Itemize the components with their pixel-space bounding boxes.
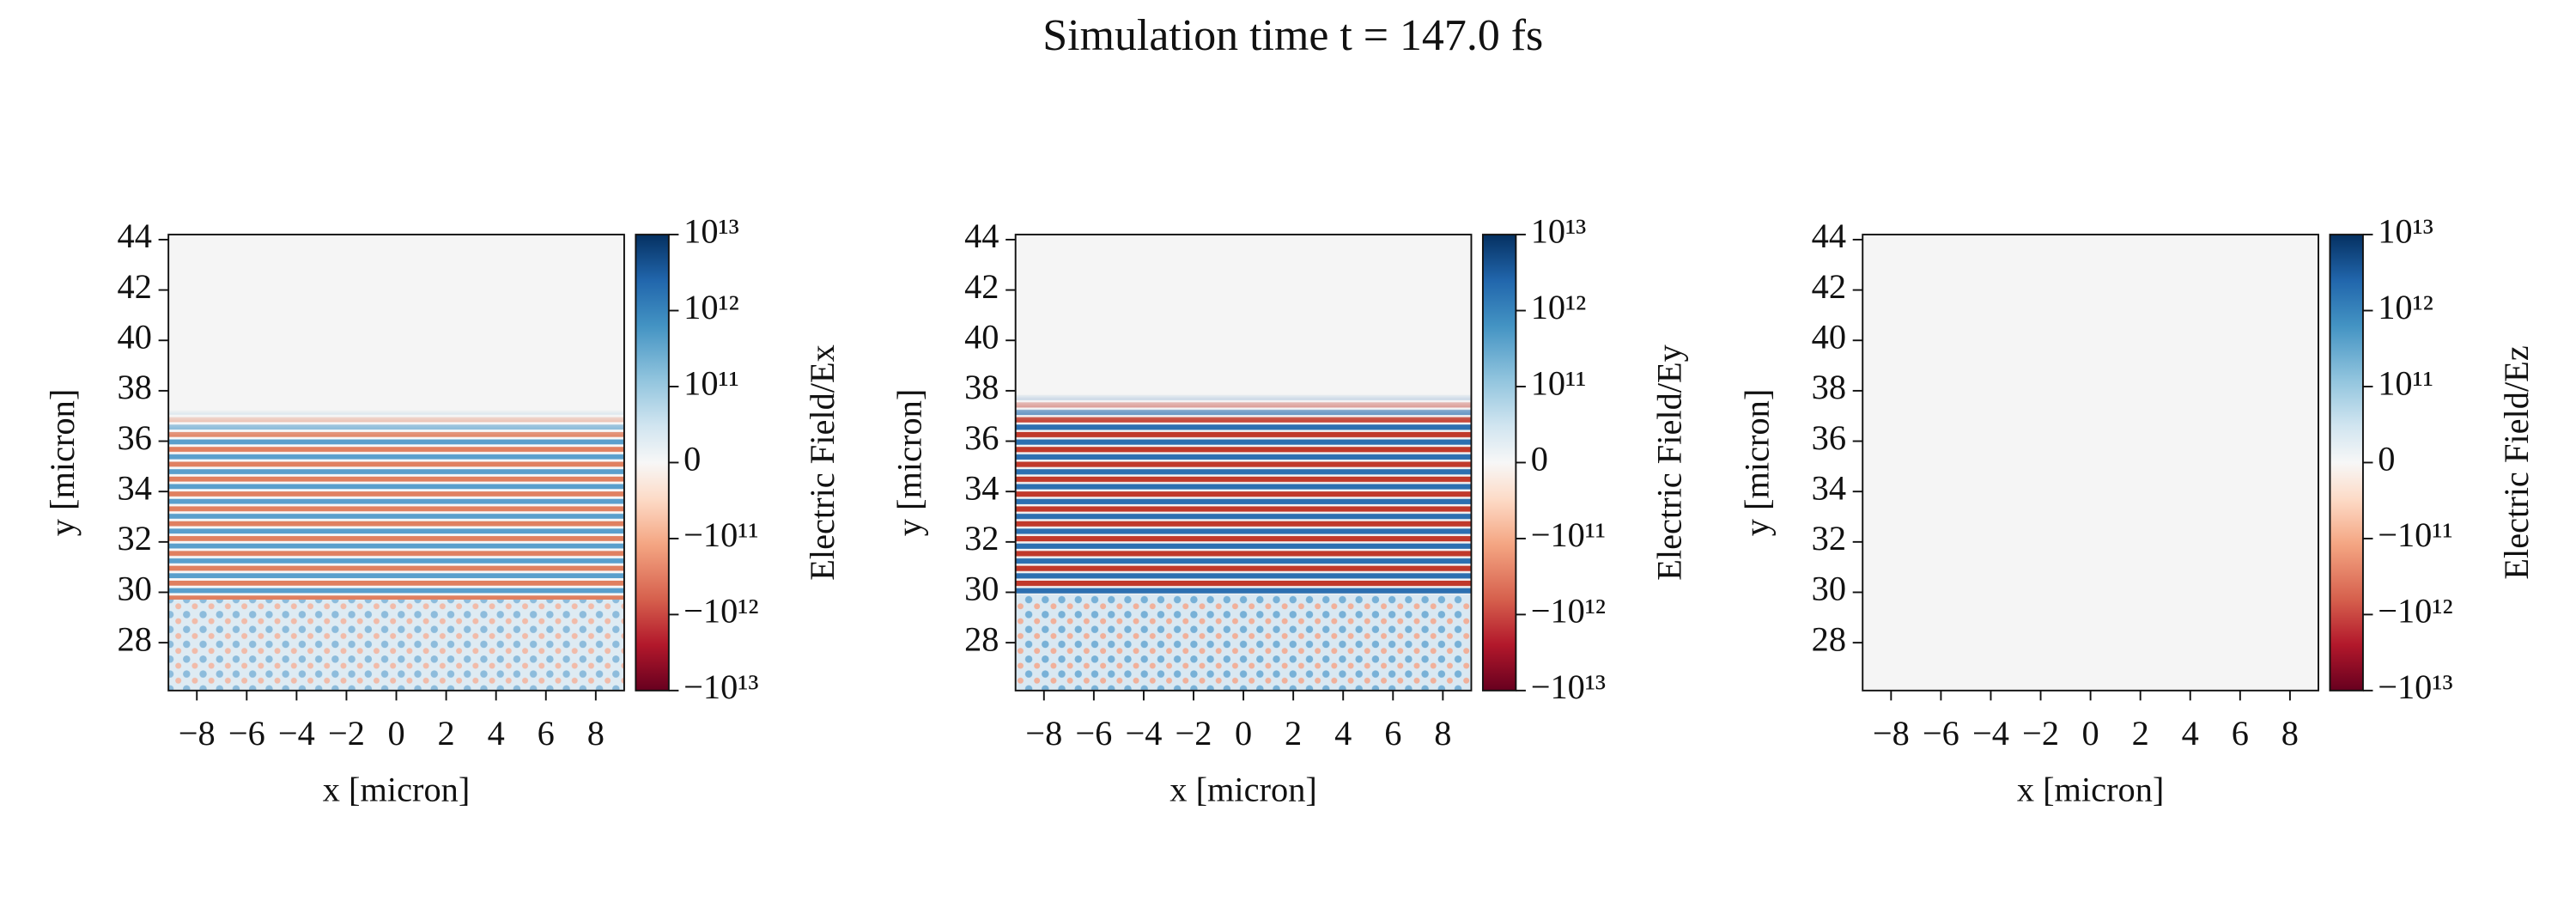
y-tick-label: 28 — [964, 619, 999, 658]
y-tick-label: 40 — [964, 318, 999, 357]
colorbar-tick-label: 10¹³ — [1531, 211, 1587, 250]
x-tick-label: 8 — [2281, 714, 2299, 753]
x-axis-label: x [micron] — [1170, 770, 1317, 808]
x-tick-label: −8 — [179, 714, 216, 753]
x-tick-label: 0 — [2082, 714, 2099, 753]
heatmap-texture — [168, 598, 624, 691]
x-tick-label: −8 — [1025, 714, 1062, 753]
colorbar — [635, 234, 670, 692]
x-tick-label: 0 — [387, 714, 404, 753]
colorbar-tick-label: −10¹¹ — [1531, 515, 1606, 554]
x-tick-label: −8 — [1873, 714, 1910, 753]
y-tick-label: 40 — [1812, 318, 1846, 357]
colorbar-tick-label: 10¹¹ — [2378, 363, 2433, 402]
colorbar-tick-label: 0 — [2378, 440, 2395, 478]
colorbar-tick-label: −10¹¹ — [2378, 515, 2452, 554]
x-tick-label: −4 — [1125, 714, 1162, 753]
x-tick-label: 4 — [488, 714, 505, 753]
colorbar-tick-label: 10¹³ — [683, 211, 739, 250]
heatmap-texture — [1015, 591, 1472, 691]
x-tick-label: −6 — [1923, 714, 1959, 753]
y-tick-label: 34 — [118, 468, 152, 507]
x-tick-label: −2 — [2022, 714, 2059, 753]
colorbar-tick-label: −10¹² — [683, 592, 758, 631]
y-tick-label: 28 — [1812, 619, 1846, 658]
y-tick-label: 32 — [964, 519, 999, 558]
x-tick-label: 8 — [587, 714, 605, 753]
y-axis-label: y [micron] — [890, 389, 929, 537]
colorbar-tick-label: −10¹² — [2378, 592, 2452, 631]
y-tick-label: 42 — [964, 267, 999, 306]
x-tick-label: 2 — [1285, 714, 1302, 753]
colorbar-tick-label: 10¹² — [2378, 288, 2433, 326]
x-tick-label: 4 — [1334, 714, 1352, 753]
y-tick-label: 28 — [118, 619, 152, 658]
x-tick-label: −6 — [1075, 714, 1112, 753]
y-tick-label: 44 — [118, 216, 152, 255]
colorbar-tick-label: 0 — [1531, 440, 1548, 478]
y-tick-label: 34 — [1812, 468, 1846, 507]
y-tick-label: 36 — [964, 418, 999, 457]
y-tick-label: 44 — [964, 216, 999, 255]
y-tick-label: 36 — [118, 418, 152, 457]
figure-title: Simulation time t = 147.0 fs — [1042, 11, 1543, 60]
colorbar-tick-label: −10¹³ — [2378, 667, 2452, 706]
x-tick-label: −6 — [228, 714, 265, 753]
x-tick-label: 6 — [538, 714, 555, 753]
colorbar-tick-label: −10¹² — [1531, 592, 1606, 631]
heatmap-background — [1862, 235, 2318, 691]
x-axis-label: x [micron] — [2017, 770, 2165, 808]
colorbar-label: Electric Field/Ex — [803, 344, 841, 581]
y-tick-label: 32 — [118, 519, 152, 558]
y-tick-label: 32 — [1812, 519, 1846, 558]
x-tick-label: −4 — [278, 714, 315, 753]
x-tick-label: 2 — [438, 714, 455, 753]
colorbar — [1481, 234, 1517, 692]
colorbar — [2329, 234, 2364, 692]
y-tick-label: 44 — [1812, 216, 1846, 255]
colorbar-tick-label: 10¹² — [1531, 288, 1587, 326]
colorbar-tick-label: 10¹¹ — [1531, 363, 1587, 402]
colorbar-label: Electric Field/Ey — [1649, 344, 1688, 580]
y-tick-label: 34 — [964, 468, 999, 507]
y-tick-label: 30 — [118, 570, 152, 608]
colorbar-tick-label: 10¹³ — [2378, 211, 2433, 250]
colorbar-tick-label: −10¹³ — [1531, 667, 1606, 706]
y-tick-label: 42 — [1812, 267, 1846, 306]
colorbar-tick-label: −10¹³ — [683, 667, 758, 706]
heatmap-texture — [168, 409, 624, 600]
colorbar-tick-label: 10¹² — [683, 288, 739, 326]
x-axis-label: x [micron] — [323, 770, 471, 808]
colorbar-tick-label: 10¹¹ — [683, 363, 739, 402]
x-tick-label: 4 — [2182, 714, 2199, 753]
colorbar-label: Electric Field/Ez — [2497, 345, 2536, 579]
y-tick-label: 38 — [964, 368, 999, 406]
y-tick-label: 30 — [1812, 570, 1846, 608]
x-tick-label: 6 — [1384, 714, 1401, 753]
y-tick-label: 38 — [1812, 368, 1846, 406]
y-axis-label: y [micron] — [1737, 389, 1776, 537]
colorbar-tick-label: −10¹¹ — [683, 515, 758, 554]
heatmap-texture — [1015, 393, 1472, 595]
colorbar-tick-label: 0 — [683, 440, 701, 478]
x-tick-label: −4 — [1972, 714, 2009, 753]
x-tick-label: 8 — [1434, 714, 1451, 753]
x-tick-label: −2 — [1176, 714, 1212, 753]
y-axis-label: y [micron] — [43, 389, 82, 537]
y-tick-label: 30 — [964, 570, 999, 608]
y-tick-label: 36 — [1812, 418, 1846, 457]
x-tick-label: 2 — [2132, 714, 2149, 753]
x-tick-label: −2 — [328, 714, 365, 753]
y-tick-label: 40 — [118, 318, 152, 357]
y-tick-label: 42 — [118, 267, 152, 306]
x-tick-label: 0 — [1235, 714, 1252, 753]
x-tick-label: 6 — [2232, 714, 2249, 753]
y-tick-label: 38 — [118, 368, 152, 406]
